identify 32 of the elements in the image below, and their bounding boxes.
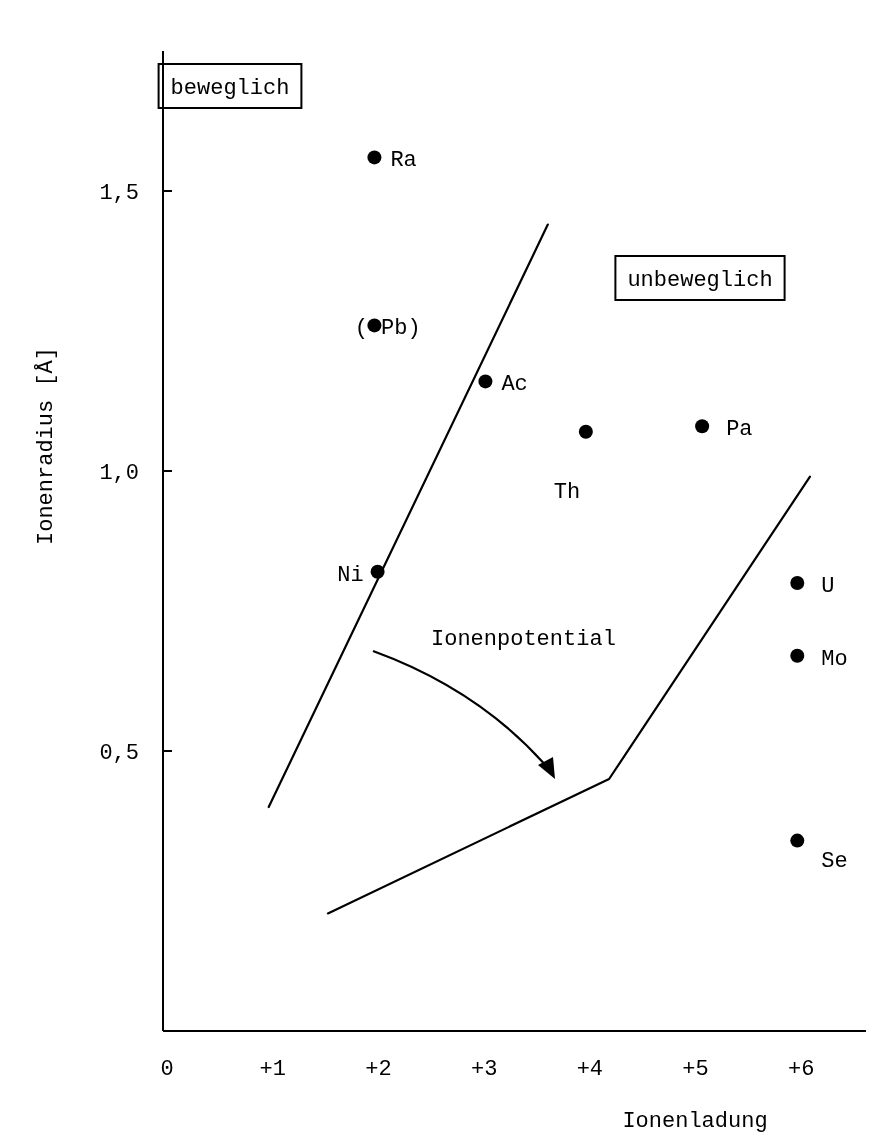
annotation: beweglich (170, 75, 290, 101)
y-axis-title: Ionenradius [Å] (33, 346, 59, 546)
annotation: Pa (726, 417, 753, 443)
x-tick-label: +6 (788, 1057, 815, 1082)
x-tick-label: +3 (470, 1057, 498, 1082)
point (695, 419, 710, 434)
y-tick-label: 1,5 (99, 180, 139, 206)
y-tick-label: 1,0 (99, 460, 139, 486)
annotation: Mo (821, 646, 848, 672)
x-tick-label: +2 (365, 1057, 392, 1082)
annotation: Ac (501, 372, 528, 398)
annotation: Ra (390, 148, 417, 174)
x-tick-label: +5 (682, 1057, 709, 1082)
point (578, 424, 593, 439)
annotation: Ionenpotential (431, 627, 616, 652)
annotation: U (821, 574, 835, 599)
x-axis-title: Ionenladung (622, 1109, 768, 1134)
x-tick-label: +4 (576, 1057, 604, 1082)
point (790, 576, 805, 590)
y-tick-label: 0,5 (99, 740, 139, 766)
point (790, 833, 805, 848)
point (367, 150, 382, 165)
annotation: ( Pb) (354, 316, 421, 342)
point (790, 648, 805, 663)
point (478, 374, 493, 389)
annotation: Ni (337, 562, 364, 588)
x-tick-label: +1 (259, 1057, 286, 1082)
annotation: Se (821, 848, 848, 874)
annotation: Th (553, 479, 581, 505)
x-tick-label: 0 (160, 1057, 174, 1082)
point (367, 318, 382, 333)
annotation: unbeweglich (627, 267, 773, 293)
